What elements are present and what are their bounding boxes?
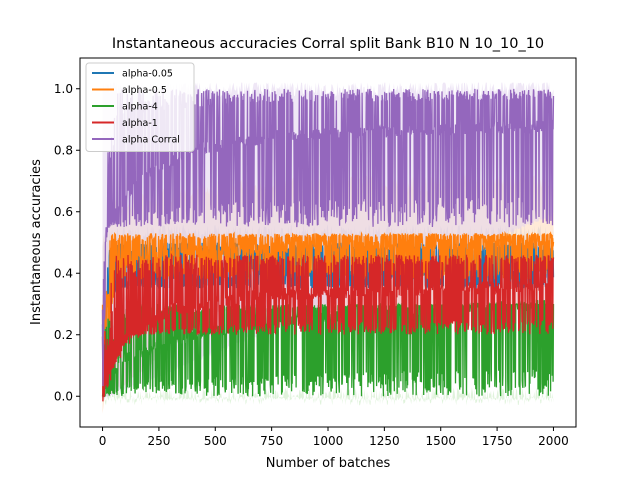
x-tick-label: 2000	[538, 434, 569, 448]
legend-label: alpha-4	[122, 102, 158, 113]
series-line-alpha-corral	[101, 88, 555, 387]
x-tick-label: 1750	[482, 434, 513, 448]
legend-label: alpha-0.5	[122, 85, 167, 96]
legend-label: alpha-0.05	[122, 69, 173, 80]
y-tick-label: 0.0	[54, 389, 73, 403]
x-tick-label: 1500	[425, 434, 456, 448]
x-axis-ticks: 0 250 500 750 1000 1250 1500 1750 2000	[99, 427, 569, 448]
chart-title: Instantaneous accuracies Corral split Ba…	[112, 36, 544, 52]
legend-box	[85, 62, 195, 152]
y-tick-label: 1.0	[54, 82, 73, 96]
legend: alpha-0.05 alpha-0.5 alpha-4 alpha-1 alpha C…	[85, 62, 195, 152]
band-alpha-4	[102, 387, 554, 406]
x-tick-label: 1250	[369, 434, 400, 448]
y-tick-label: 0.8	[54, 143, 73, 157]
legend-label: alpha Corral	[122, 135, 180, 146]
x-axis-label: Number of batches	[266, 456, 391, 471]
x-tick-label: 250	[147, 434, 170, 448]
x-tick-label: 0	[99, 434, 107, 448]
y-tick-label: 0.2	[54, 328, 73, 342]
y-tick-label: 0.4	[54, 266, 73, 280]
y-axis-ticks: 0.0 0.2 0.4 0.6 0.8 1.0	[54, 82, 80, 403]
y-axis-label: Instantaneous accuracies	[29, 159, 44, 325]
legend-label: alpha-1	[122, 118, 158, 129]
y-tick-label: 0.6	[54, 205, 73, 219]
series-lines	[101, 88, 555, 402]
x-tick-label: 500	[204, 434, 227, 448]
x-tick-label: 1000	[313, 434, 344, 448]
series-line-alpha-1	[101, 252, 555, 402]
x-tick-label: 750	[260, 434, 283, 448]
